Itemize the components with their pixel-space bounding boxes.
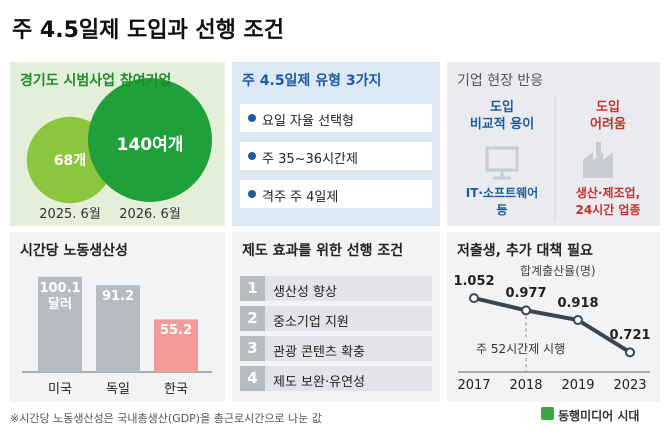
point bbox=[521, 305, 531, 316]
value-label: 1.052 bbox=[453, 274, 495, 290]
reaction-detail: 생산·제조업, bbox=[575, 186, 641, 200]
bubble-label: 68개 bbox=[53, 153, 87, 169]
item-number: 4 bbox=[247, 369, 258, 387]
number-box bbox=[240, 306, 265, 331]
reaction-detail: 등 bbox=[496, 203, 508, 217]
point bbox=[625, 347, 635, 358]
bubble-label: 140여개 bbox=[116, 135, 184, 155]
bullet bbox=[248, 190, 256, 198]
panel-title: 저출생, 추가 대책 필요 bbox=[457, 243, 593, 259]
category-label: 2018 bbox=[509, 378, 543, 393]
logo-icon bbox=[541, 407, 554, 420]
reaction-heading: 어려움 bbox=[590, 117, 626, 132]
number-box bbox=[240, 366, 265, 391]
item-bg bbox=[240, 142, 432, 170]
item-bg bbox=[240, 180, 432, 208]
panel-bg bbox=[447, 62, 660, 226]
item-text: 관광 콘텐츠 확충 bbox=[273, 345, 365, 360]
item-bg bbox=[240, 104, 432, 132]
reaction-detail: 24시간 업종 bbox=[575, 203, 641, 217]
reaction-detail: IT·소프트웨어 bbox=[465, 186, 539, 200]
item-number: 2 bbox=[247, 309, 258, 327]
value-label: 0.918 bbox=[557, 296, 599, 312]
source: 동행미디어 시대 bbox=[558, 409, 640, 423]
reaction-heading: 도입 bbox=[490, 100, 514, 115]
item-text: 중소기업 지원 bbox=[273, 315, 349, 330]
item-text: 제도 보완·유연성 bbox=[273, 375, 365, 390]
annotation: 주 52시간제 시행 bbox=[476, 340, 566, 357]
type-item: 격주 주 4일제 bbox=[262, 190, 339, 205]
item-bg bbox=[240, 276, 432, 301]
bar bbox=[154, 319, 198, 372]
value-label: 0.721 bbox=[609, 328, 651, 344]
item-bg bbox=[240, 306, 432, 331]
bubble-date: 2025. 6월 bbox=[39, 207, 101, 222]
bubble-date: 2026. 6월 bbox=[119, 207, 181, 222]
category-label: 독일 bbox=[106, 382, 130, 397]
footnote: ※시간당 노동생산성은 국내총생산(GDP)을 총근로시간으로 나눈 값 bbox=[10, 412, 322, 425]
type-item: 요일 자율 선택형 bbox=[262, 114, 354, 129]
category-label: 2019 bbox=[561, 378, 595, 393]
number-box bbox=[240, 276, 265, 301]
panel-title: 시간당 노동생산성 bbox=[20, 243, 128, 259]
value-label: 100.1 달러 bbox=[39, 280, 81, 312]
value-label: 55.2 bbox=[159, 323, 193, 339]
panel-title: 기업 현장 반응 bbox=[457, 73, 544, 89]
bullet bbox=[248, 152, 256, 160]
point bbox=[573, 315, 583, 326]
number-box bbox=[240, 336, 265, 361]
category-label: 한국 bbox=[164, 382, 188, 397]
bar bbox=[96, 285, 140, 372]
line bbox=[473, 296, 632, 355]
bullet bbox=[248, 114, 256, 122]
category-label: 미국 bbox=[48, 382, 72, 397]
factory-icon bbox=[583, 142, 613, 178]
category-label: 2017 bbox=[457, 378, 491, 393]
category-label: 2023 bbox=[613, 378, 647, 393]
item-number: 1 bbox=[247, 279, 258, 297]
type-item: 주 35~36시간제 bbox=[262, 152, 358, 167]
item-bg bbox=[240, 336, 432, 361]
monitor-icon bbox=[485, 146, 519, 180]
bubble bbox=[88, 78, 212, 202]
panel-title: 주 4.5일제 유형 3가지 bbox=[242, 73, 382, 89]
panel-title: 경기도 시범사업 참여기업 bbox=[20, 73, 172, 89]
bar bbox=[38, 276, 82, 372]
value-label: 91.2 bbox=[101, 289, 135, 305]
reaction-heading: 비교적 용이 bbox=[469, 117, 535, 132]
item-bg bbox=[240, 366, 432, 391]
reaction-heading: 도입 bbox=[596, 100, 620, 115]
item-text: 생산성 향상 bbox=[273, 285, 337, 300]
title: 주 4.5일제 도입과 선행 조건 bbox=[12, 18, 285, 43]
panel-title: 제도 효과를 위한 선행 조건 bbox=[242, 243, 404, 259]
item-number: 3 bbox=[247, 339, 258, 357]
subtitle: 합계출산율(명) bbox=[520, 264, 596, 278]
value-label: 0.977 bbox=[505, 286, 547, 302]
point bbox=[469, 293, 479, 304]
